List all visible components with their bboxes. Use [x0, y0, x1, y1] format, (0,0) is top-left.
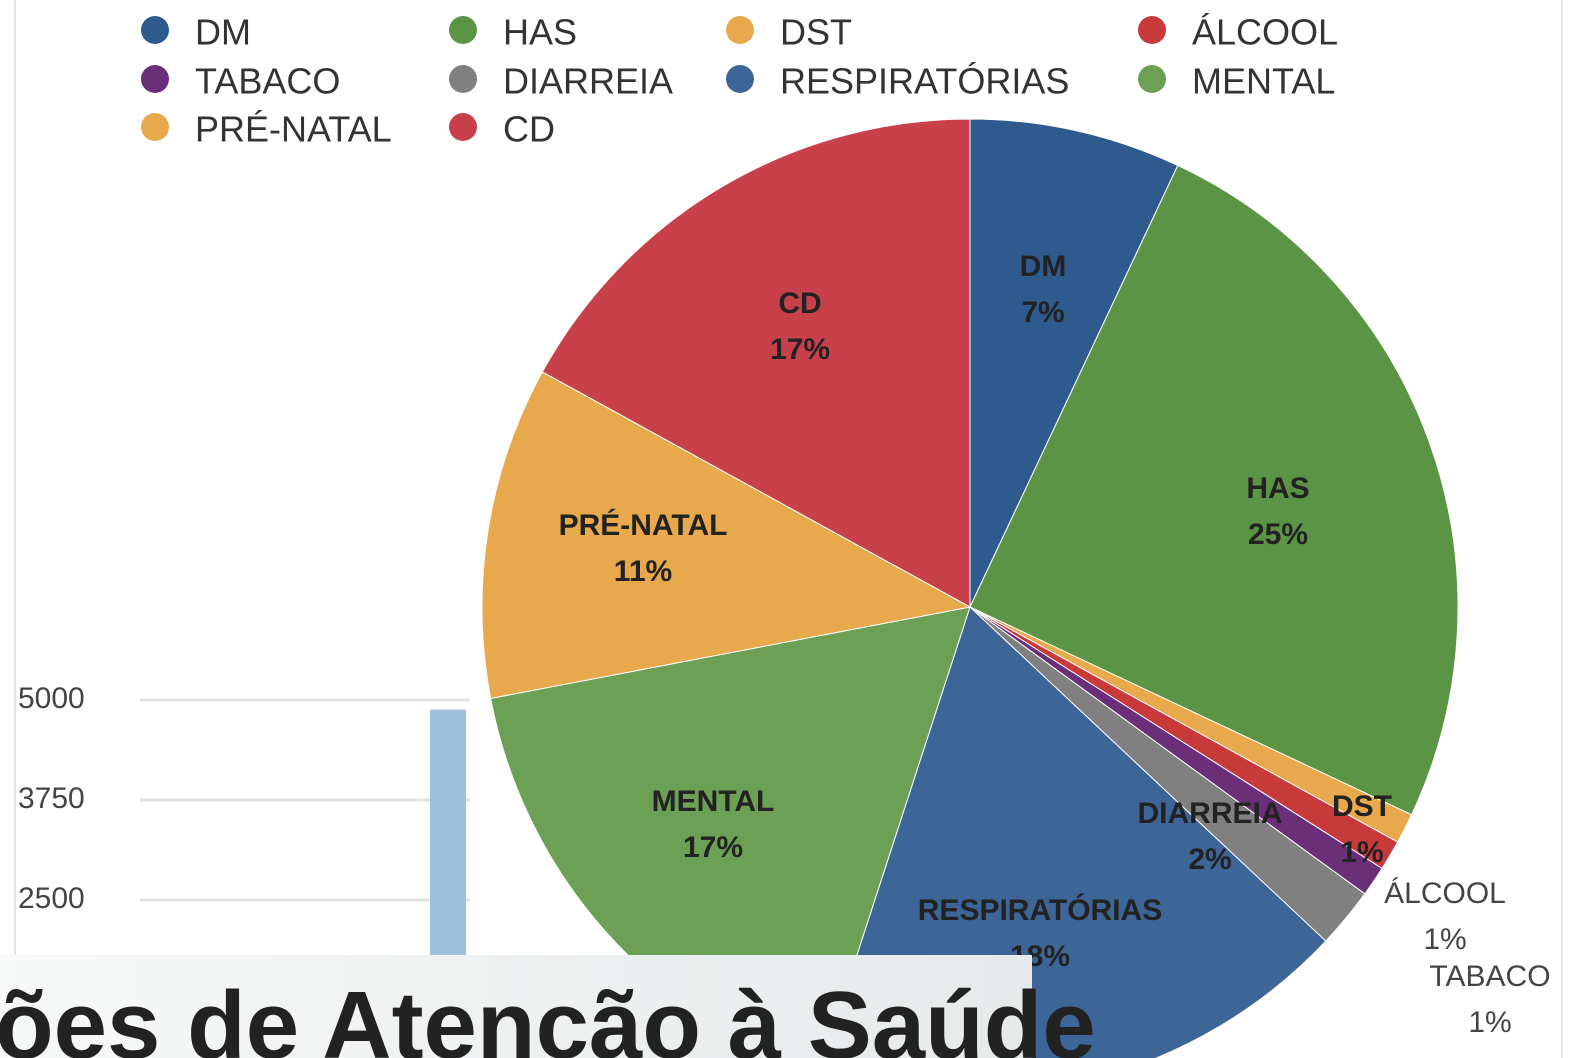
slice-label: CD	[778, 287, 821, 320]
slice-value-label: 25%	[1248, 518, 1308, 551]
y-tick-label: 2500	[18, 882, 85, 915]
slice-label: MENTAL	[652, 785, 775, 818]
pie-slice	[969, 118, 1179, 608]
y-tick-label: 5000	[18, 682, 85, 715]
slice-value-label: 2%	[1188, 843, 1231, 876]
legend-marker	[1138, 16, 1166, 44]
banner-box	[0, 955, 1032, 1058]
legend: DM HAS DST ÁLCOOL TABACO DIARREIA RESPIRATÓRIA…	[141, 12, 1338, 150]
bar-chart: 2500 3750 5000	[18, 682, 470, 1058]
pie-slice	[481, 371, 972, 700]
legend-label: ÁLCOOL	[1192, 12, 1338, 53]
slice-label: ÁLCOOL	[1384, 877, 1506, 910]
slice-label: PRÉ-NATAL	[559, 508, 728, 542]
pie-slice	[822, 606, 1327, 1058]
y-tick-label: 3750	[18, 782, 85, 815]
pie-chart: DM7%HAS25%DST1%ÁLCOOL1%TABACO1%DIARREIA2…	[481, 118, 1551, 1058]
legend-label: TABACO	[195, 61, 340, 102]
legend-label: PRÉ-NATAL	[195, 109, 392, 150]
slice-value-label: 1%	[1423, 923, 1466, 956]
legend-label: DST	[780, 12, 852, 53]
legend-marker	[449, 16, 477, 44]
pie-slice	[541, 118, 971, 608]
banner-text: ões de Atenção à Saúde	[0, 972, 1096, 1058]
legend-marker	[141, 113, 169, 141]
slice-value-label: 1%	[1340, 836, 1383, 869]
slice-value-label: 17%	[683, 831, 743, 864]
legend-marker	[726, 16, 754, 44]
legend-marker	[449, 65, 477, 93]
slice-value-label: 1%	[1468, 1006, 1511, 1039]
legend-marker	[141, 16, 169, 44]
slice-label: RESPIRATÓRIAS	[918, 893, 1162, 927]
legend-label: HAS	[503, 12, 577, 53]
slice-value-label: 7%	[1021, 296, 1064, 329]
legend-label: RESPIRATÓRIAS	[780, 61, 1069, 102]
slice-value-label: 11%	[614, 555, 672, 588]
legend-marker	[141, 65, 169, 93]
legend-marker	[1138, 65, 1166, 93]
legend-label: MENTAL	[1192, 61, 1335, 102]
slice-label: HAS	[1246, 472, 1309, 505]
slice-value-label: 17%	[770, 333, 830, 366]
legend-label: DM	[195, 12, 251, 53]
legend-label: DIARREIA	[503, 61, 673, 102]
legend-label: CD	[503, 109, 555, 150]
legend-marker	[449, 113, 477, 141]
slice-label: DIARREIA	[1137, 797, 1282, 830]
pie-slice	[969, 164, 1459, 816]
slice-label: TABACO	[1429, 960, 1550, 993]
slice-label: DM	[1020, 250, 1067, 283]
slice-label: DST	[1332, 790, 1392, 823]
legend-marker	[726, 65, 754, 93]
